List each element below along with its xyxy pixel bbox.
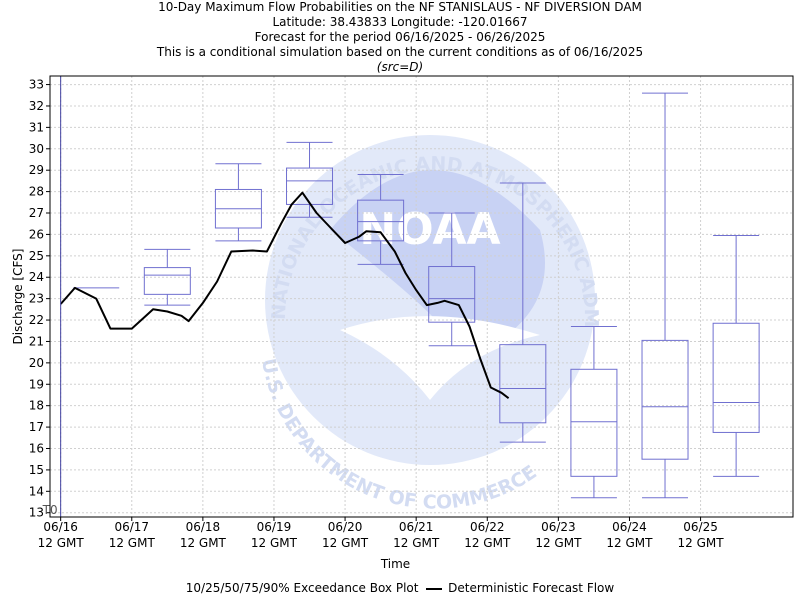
y-tick-label: 14 — [29, 484, 44, 498]
y-tick-label: 33 — [29, 78, 44, 92]
x-tick-label-time: 12 GMT — [393, 536, 440, 550]
x-tick-label-time: 12 GMT — [678, 536, 725, 550]
y-axis-label: Discharge [CFS] — [11, 249, 25, 345]
boxplot — [570, 325, 618, 499]
y-tick-label: 18 — [29, 399, 44, 413]
x-tick-label-time: 12 GMT — [180, 536, 227, 550]
x-tick-label-date: 06/21 — [399, 520, 434, 534]
x-tick-label-date: 06/19 — [257, 520, 292, 534]
legend-boxplot-label: 10/25/50/75/90% Exceedance Box Plot — [185, 581, 419, 595]
chart-location: Latitude: 38.43833 Longitude: -120.01667 — [272, 15, 528, 29]
y-tick-label: 27 — [29, 206, 44, 220]
boxplot-box — [499, 344, 547, 424]
x-tick-label-date: 06/18 — [186, 520, 221, 534]
boxplot — [357, 173, 405, 265]
x-tick-label-date: 06/25 — [683, 520, 718, 534]
x-tick-label-date: 06/17 — [114, 520, 149, 534]
x-axis-label: Time — [380, 557, 410, 571]
y-tick-label: 30 — [29, 142, 44, 156]
forecast-line-layer — [59, 191, 510, 399]
chart-source: (src=D) — [376, 60, 424, 74]
y-tick-label: 29 — [29, 163, 44, 177]
chart-condition-note: This is a conditional simulation based o… — [156, 45, 644, 59]
boxplot — [499, 182, 547, 443]
x-tick-label-date: 06/20 — [328, 520, 363, 534]
y-tick-label: 21 — [29, 334, 44, 348]
legend-line-swatch — [426, 587, 443, 590]
boxplot-box — [641, 339, 689, 460]
boxplot-box — [712, 322, 760, 433]
x-tick-label-time: 12 GMT — [606, 536, 653, 550]
boxplot-box — [570, 368, 618, 477]
y-tick-label: 31 — [29, 120, 44, 134]
y-tick-label: 13 — [29, 506, 44, 520]
x-tick-label-date: 06/24 — [612, 520, 647, 534]
y-tick-label: 24 — [29, 270, 44, 284]
boxplot-box — [357, 199, 405, 242]
boxplot-layer — [73, 92, 760, 499]
chart-title-block: 10-Day Maximum Flow Probabilities on the… — [0, 0, 800, 75]
boxplot-box — [428, 266, 476, 323]
x-tick-label-time: 12 GMT — [322, 536, 369, 550]
x-tick-label-time: 12 GMT — [38, 536, 85, 550]
y-tick-label: 26 — [29, 227, 44, 241]
boxplot — [428, 212, 476, 347]
y-tick-label: 23 — [29, 292, 44, 306]
x-tick-label-time: 12 GMT — [464, 536, 511, 550]
boxplot — [214, 163, 262, 242]
noaa-watermark-logo: NATIONAL OCEANIC AND ATMOSPHERIC ADMINIS… — [0, 0, 602, 514]
plot-frame — [49, 75, 794, 518]
y-tick-label: 17 — [29, 420, 44, 434]
y-tick-label: 20 — [29, 356, 44, 370]
boxplot-box — [143, 267, 191, 295]
x-tick-label-time: 12 GMT — [251, 536, 298, 550]
boxplot — [143, 248, 191, 306]
boxplot — [641, 92, 689, 499]
axes-layer: 13 14 15 16 17 18 19 20 21 22 23 24 25 26 27 28 29 30 31 32… — [11, 75, 794, 571]
forecast-line — [59, 191, 510, 399]
x-tick-label-date: 06/22 — [470, 520, 505, 534]
y-tick-label: 32 — [29, 99, 44, 113]
y-tick-label: 25 — [29, 249, 44, 263]
watermark-center-text: NOAA — [359, 204, 500, 255]
legend-line-label: Deterministic Forecast Flow — [448, 581, 615, 595]
y-tick-label: 19 — [29, 377, 44, 391]
y-tick-label: 22 — [29, 313, 44, 327]
chart-title: 10-Day Maximum Flow Probabilities on the… — [158, 0, 642, 14]
x-tick-label-time: 12 GMT — [535, 536, 582, 550]
chart-legend: 10/25/50/75/90% Exceedance Box Plot Dete… — [0, 580, 800, 596]
x-tick-label-date: 06/16 — [43, 520, 78, 534]
x-tick-label-date: 06/23 — [541, 520, 576, 534]
y-tick-label: 15 — [29, 463, 44, 477]
boxplot — [712, 234, 760, 477]
chart-period: Forecast for the period 06/16/2025 - 06/… — [254, 30, 546, 44]
x-tick-label-time: 12 GMT — [109, 536, 156, 550]
y-tick-label: 16 — [29, 441, 44, 455]
y-tick-label: 28 — [29, 185, 44, 199]
